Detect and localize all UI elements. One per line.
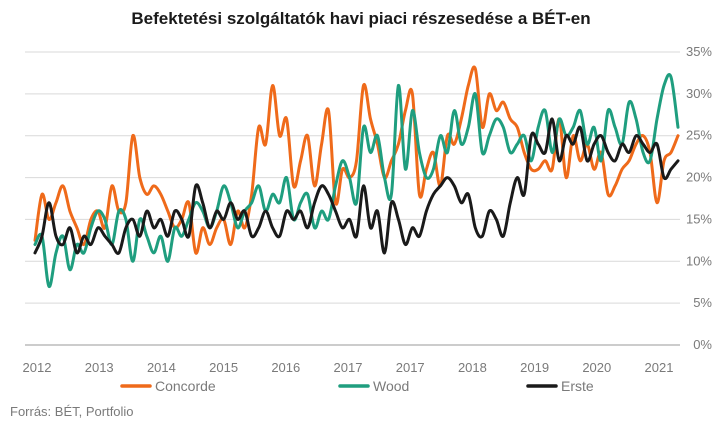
legend-item-erste: Erste [526, 378, 594, 394]
x-tick-label: 2012 [23, 360, 52, 375]
y-tick-label: 15% [686, 211, 712, 226]
chart-title: Befektetési szolgáltatók havi piaci rész… [131, 9, 590, 28]
legend-item-wood: Wood [338, 378, 409, 394]
y-tick-label: 5% [693, 295, 712, 310]
x-tick-label: 2020 [582, 360, 611, 375]
legend-label: Erste [561, 378, 594, 394]
x-tick-label: 2013 [85, 360, 114, 375]
legend-item-concorde: Concorde [120, 378, 216, 394]
y-tick-label: 30% [686, 86, 712, 101]
legend-label: Concorde [155, 378, 216, 394]
y-tick-label: 20% [686, 170, 712, 185]
legend-label: Wood [373, 378, 409, 394]
legend: Concorde Wood Erste [120, 378, 594, 394]
x-tick-label: 2017 [334, 360, 363, 375]
x-tick-label: 2015 [209, 360, 238, 375]
series-line-wood [33, 72, 680, 288]
x-tick-label: 2014 [147, 360, 176, 375]
x-tick-label: 2018 [458, 360, 487, 375]
series-line-concorde [33, 65, 680, 255]
y-tick-label: 25% [686, 128, 712, 143]
x-tick-label: 2019 [520, 360, 549, 375]
y-tick-label: 0% [693, 337, 712, 352]
y-tick-label: 10% [686, 253, 712, 268]
x-tick-label: 2021 [645, 360, 674, 375]
series-line-erste [33, 117, 680, 255]
x-tick-label: 2017 [396, 360, 425, 375]
x-axis-ticks: 2012 2013 2014 2015 2016 2017 2017 2018 2019 2020… [23, 360, 674, 375]
series-lines [33, 65, 680, 288]
x-tick-label: 2016 [271, 360, 300, 375]
y-tick-label: 35% [686, 44, 712, 59]
y-axis-ticks: 0% 5% 10% 15% 20% 25% 30% 35% [686, 44, 712, 352]
source-note: Forrás: BÉT, Portfolio [10, 404, 134, 419]
